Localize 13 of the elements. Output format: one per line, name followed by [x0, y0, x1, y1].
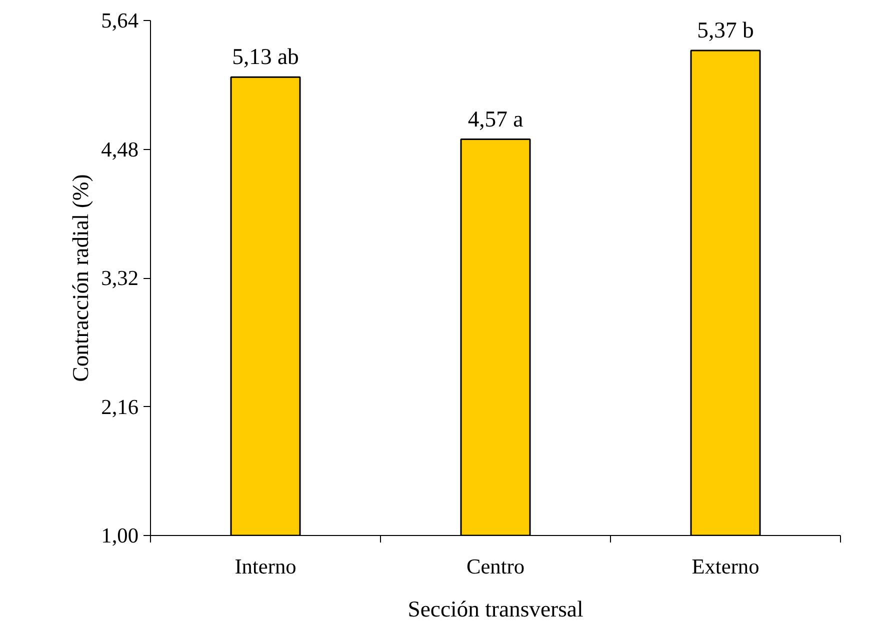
- y-tick-label: 5,64: [101, 8, 139, 32]
- y-tick-label: 3,32: [101, 266, 139, 290]
- y-axis-title: Contracción radial (%): [68, 174, 94, 382]
- x-axis-title: Sección transversal: [408, 596, 584, 622]
- data-label: 5,13 ab: [232, 44, 299, 70]
- x-tick-label: Interno: [234, 554, 296, 578]
- x-tick-label: Externo: [692, 554, 760, 578]
- y-tick-label: 4,48: [101, 137, 139, 162]
- y-tick-label: 2,16: [101, 394, 139, 419]
- data-label: 5,37 b: [697, 17, 754, 42]
- y-tick-label: 1,00: [101, 524, 139, 548]
- data-label: 4,57 a: [468, 106, 524, 132]
- x-tick-label: Centro: [466, 554, 525, 578]
